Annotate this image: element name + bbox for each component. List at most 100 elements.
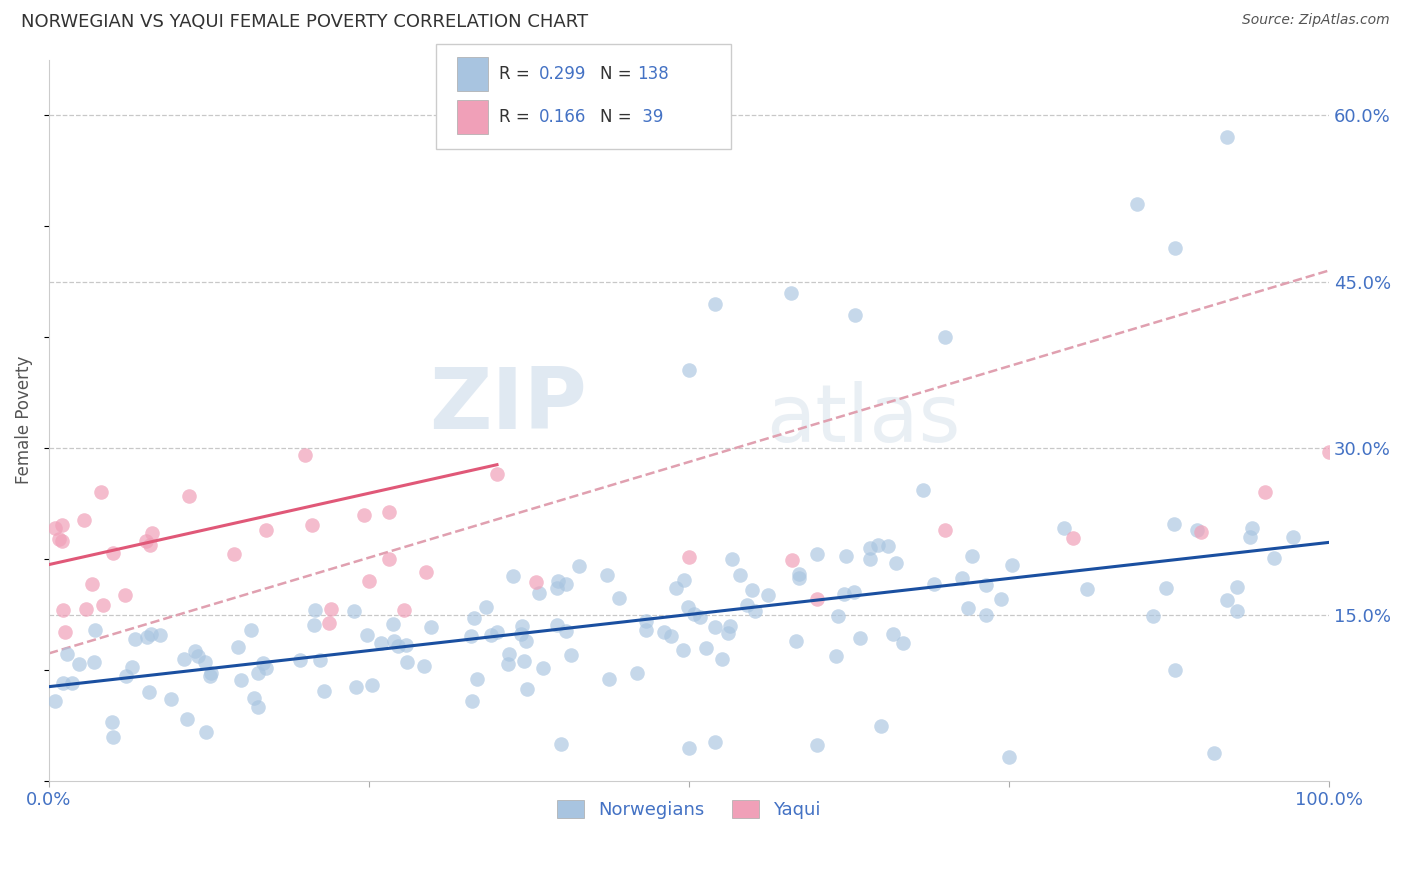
Point <box>392 603 415 617</box>
Point <box>415 566 437 580</box>
Point <box>1001 558 1024 572</box>
Point <box>665 581 688 595</box>
Point <box>485 624 508 639</box>
Point <box>496 657 519 671</box>
Point <box>252 657 274 671</box>
Text: ZIP: ZIP <box>429 364 586 448</box>
Point <box>378 552 401 566</box>
Point <box>703 620 725 634</box>
Point <box>1154 581 1177 595</box>
Point <box>560 648 582 663</box>
Point <box>513 654 536 668</box>
Point <box>787 571 810 585</box>
Point <box>756 587 779 601</box>
Point <box>149 628 172 642</box>
Point <box>254 523 277 537</box>
Point <box>720 618 742 632</box>
Point <box>550 737 572 751</box>
Point <box>1185 523 1208 537</box>
Point <box>884 556 907 570</box>
Point <box>703 735 725 749</box>
Point <box>294 448 316 462</box>
Text: NORWEGIAN VS YAQUI FEMALE POVERTY CORRELATION CHART: NORWEGIAN VS YAQUI FEMALE POVERTY CORREL… <box>21 13 588 31</box>
Point <box>806 592 828 607</box>
Point <box>870 718 893 732</box>
Point <box>672 643 695 657</box>
Point <box>547 574 569 588</box>
Point <box>44 694 66 708</box>
Point <box>498 647 520 661</box>
Point <box>395 638 418 652</box>
Point <box>301 518 323 533</box>
Point <box>849 631 872 645</box>
Point <box>882 626 904 640</box>
Point <box>460 629 482 643</box>
Point <box>824 648 846 663</box>
Point <box>90 485 112 500</box>
Point <box>304 603 326 617</box>
Point <box>463 611 485 625</box>
Point <box>546 581 568 595</box>
Point <box>381 616 404 631</box>
Point <box>689 610 711 624</box>
Text: N =: N = <box>600 108 637 126</box>
Point <box>396 655 419 669</box>
Text: R =: R = <box>499 108 536 126</box>
Point <box>139 538 162 552</box>
Point <box>288 653 311 667</box>
Point <box>53 624 76 639</box>
Point <box>842 585 865 599</box>
Point <box>1317 445 1340 459</box>
Point <box>387 639 409 653</box>
Point <box>735 598 758 612</box>
Point <box>56 647 79 661</box>
Point <box>835 549 858 563</box>
Point <box>124 632 146 647</box>
Point <box>950 571 973 585</box>
Point <box>634 615 657 629</box>
Point <box>912 483 935 497</box>
Point <box>516 682 538 697</box>
Point <box>741 583 763 598</box>
Point <box>598 673 620 687</box>
Point <box>93 599 115 613</box>
Point <box>515 633 537 648</box>
Text: atlas: atlas <box>766 381 960 459</box>
Point <box>1263 551 1285 566</box>
Point <box>554 624 576 638</box>
Point <box>101 546 124 560</box>
Point <box>510 619 533 633</box>
FancyBboxPatch shape <box>457 57 488 91</box>
Point <box>974 608 997 623</box>
Point <box>309 653 332 667</box>
Point <box>319 602 342 616</box>
Text: 0.166: 0.166 <box>538 108 586 126</box>
Point <box>135 533 157 548</box>
Point <box>866 538 889 552</box>
Point <box>465 672 488 686</box>
Point <box>159 692 181 706</box>
Point <box>934 330 956 344</box>
Legend: Norwegians, Yaqui: Norwegians, Yaqui <box>550 792 828 826</box>
Point <box>672 574 695 588</box>
Point <box>859 552 882 566</box>
Point <box>546 617 568 632</box>
Point <box>626 666 648 681</box>
Point <box>844 308 866 322</box>
Point <box>246 665 269 680</box>
Point <box>678 363 700 377</box>
Point <box>934 524 956 538</box>
Point <box>479 628 502 642</box>
Point <box>974 578 997 592</box>
Point <box>121 660 143 674</box>
Point <box>998 749 1021 764</box>
Point <box>83 623 105 637</box>
Point <box>785 633 807 648</box>
Point <box>67 657 90 671</box>
Point <box>44 521 66 535</box>
Point <box>138 685 160 699</box>
Point <box>370 636 392 650</box>
Point <box>1202 746 1225 760</box>
Point <box>827 609 849 624</box>
Point <box>114 588 136 602</box>
